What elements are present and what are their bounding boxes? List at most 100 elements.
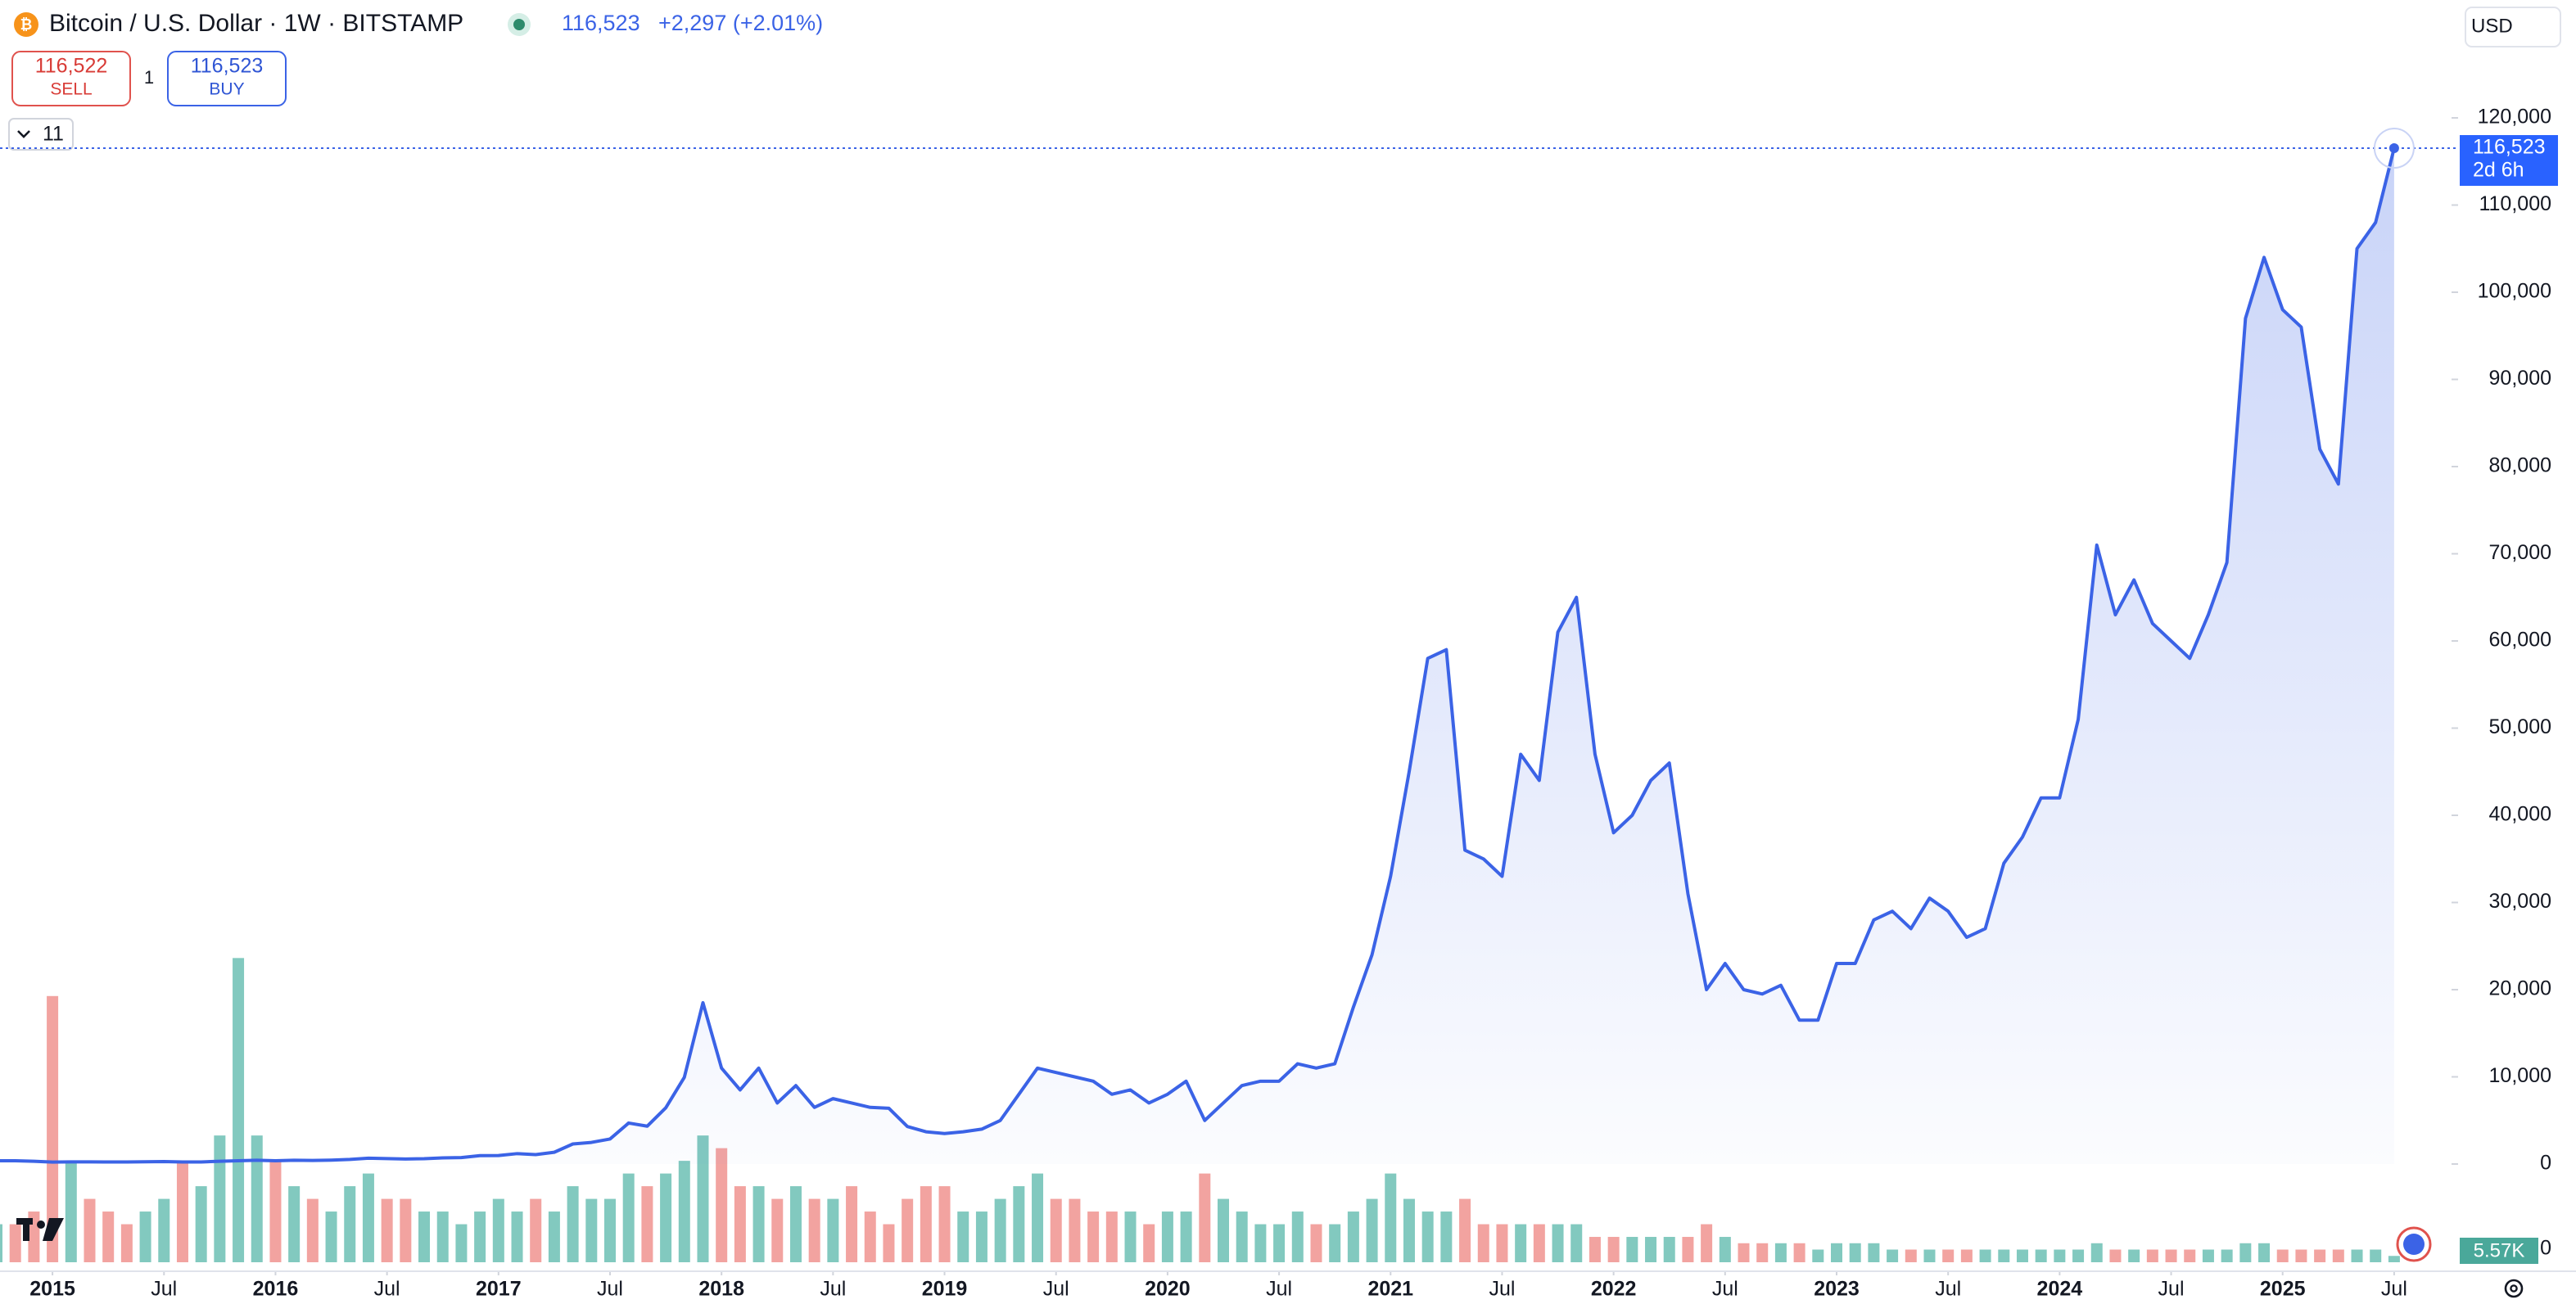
volume-bar [1329, 1224, 1341, 1262]
indicators-count[interactable]: 11 [43, 123, 64, 146]
volume-bar [1105, 1211, 1118, 1262]
volume-bar [1868, 1243, 1880, 1262]
volume-bar [1887, 1249, 1899, 1262]
volume-bar [2388, 1256, 2400, 1262]
volume-bar [47, 995, 59, 1262]
volume-bar [771, 1198, 784, 1262]
volume-bar [604, 1198, 616, 1262]
volume-bar [1143, 1224, 1155, 1262]
x-tick-label: Jul [1935, 1278, 1961, 1301]
volume-bar [102, 1211, 115, 1262]
volume-bar [1124, 1211, 1137, 1262]
volume-bar [2276, 1249, 2289, 1262]
volume-bar [1515, 1224, 1527, 1262]
volume-bar [84, 1198, 96, 1262]
volume-bar [846, 1186, 858, 1262]
x-tick-label: Jul [1266, 1278, 1292, 1301]
x-tick-label: 2023 [1814, 1278, 1860, 1301]
x-tick-label: Jul [151, 1278, 177, 1301]
volume-bar [808, 1198, 820, 1262]
volume-bar [1663, 1237, 1675, 1262]
volume-bar [734, 1186, 746, 1262]
quantity[interactable]: 1 [144, 67, 154, 88]
volume-bar [1756, 1243, 1769, 1262]
volume-bar [2221, 1249, 2233, 1262]
sell-label[interactable]: SELL [50, 80, 92, 99]
volume-bar [1998, 1249, 2010, 1262]
bitcoin-glyph: ₿ [20, 16, 33, 33]
volume-bar [2202, 1249, 2214, 1262]
x-tick-label: 2025 [2260, 1278, 2306, 1301]
volume-bar [1831, 1243, 1842, 1262]
volume-bar [1923, 1249, 1936, 1262]
volume-bar [1552, 1224, 1564, 1262]
volume-bar [1050, 1198, 1062, 1262]
symbol-title[interactable]: Bitcoin / U.S. Dollar · 1W · BITSTAMP [49, 10, 463, 37]
volume-bar [920, 1186, 932, 1262]
volume-bar [400, 1198, 412, 1262]
tradingview-logo[interactable] [16, 1218, 64, 1241]
volume-bar [2054, 1249, 2066, 1262]
price-badge [2460, 135, 2558, 187]
y-tick-label: 20,000 [2489, 977, 2551, 1000]
volume-bar [938, 1186, 951, 1262]
volume-bar [1607, 1237, 1620, 1262]
volume-bar [1180, 1211, 1192, 1262]
y-tick-label: 110,000 [2479, 192, 2551, 215]
volume-bar [2332, 1249, 2344, 1262]
volume-bar [1440, 1211, 1453, 1262]
volume-bar [1032, 1173, 1044, 1262]
x-tick-label: Jul [597, 1278, 623, 1301]
volume-bar [2128, 1249, 2140, 1262]
indicators-toggle[interactable] [8, 118, 74, 151]
volume-bar [1942, 1249, 1955, 1262]
volume-bar [2370, 1249, 2382, 1262]
last-price-dot [2388, 143, 2399, 154]
volume-bar [789, 1186, 802, 1262]
volume-bar [436, 1211, 449, 1262]
volume-bar [306, 1198, 319, 1262]
chevron-icon [17, 130, 30, 138]
buy-price[interactable]: 116,523 [191, 55, 264, 78]
volume-bar [585, 1198, 598, 1262]
sell-button[interactable] [11, 51, 131, 106]
sell-price[interactable]: 116,522 [35, 55, 108, 78]
x-tick-label: Jul [2158, 1278, 2185, 1301]
volume-bar [1812, 1249, 1824, 1262]
volume-bar [1254, 1224, 1267, 1262]
volume-bar [2016, 1249, 2028, 1262]
volume-bar [474, 1211, 486, 1262]
y-tick-label: 90,000 [2489, 367, 2551, 390]
volume-bar [2090, 1243, 2103, 1262]
volume-bar [288, 1186, 301, 1262]
x-tick-label: Jul [1489, 1278, 1515, 1301]
volume-bar [269, 1161, 282, 1262]
y-tick-label: 10,000 [2489, 1064, 2551, 1087]
volume-bar [697, 1135, 709, 1262]
volume-bar [1161, 1211, 1173, 1262]
x-tick-label: Jul [1043, 1278, 1069, 1301]
price-badge-value: 116,523 [2473, 136, 2546, 159]
volume-bar [9, 1224, 21, 1262]
market-status-dot[interactable] [513, 19, 525, 30]
settings-gear[interactable] [2504, 1279, 2524, 1298]
volume-bar [511, 1211, 523, 1262]
volume-bar [1291, 1211, 1304, 1262]
volume-bar [2035, 1249, 2047, 1262]
volume-bar [1589, 1237, 1601, 1262]
buy-label[interactable]: BUY [209, 80, 244, 99]
volume-bar [1366, 1198, 1378, 1262]
buy-button[interactable] [167, 51, 287, 106]
currency[interactable]: USD [2471, 15, 2513, 37]
area-layer [0, 148, 2394, 1164]
y-tick-label: 100,000 [2478, 280, 2551, 303]
volume-bar [864, 1211, 876, 1262]
volume-bar [2072, 1249, 2085, 1262]
x-tick-label: 2020 [1145, 1278, 1191, 1301]
y-tick-label: 120,000 [2478, 106, 2551, 129]
volume-bar [1199, 1173, 1211, 1262]
currency-selector[interactable] [2465, 7, 2561, 47]
volume-bar [176, 1161, 188, 1262]
volume-pane [0, 958, 2400, 1262]
